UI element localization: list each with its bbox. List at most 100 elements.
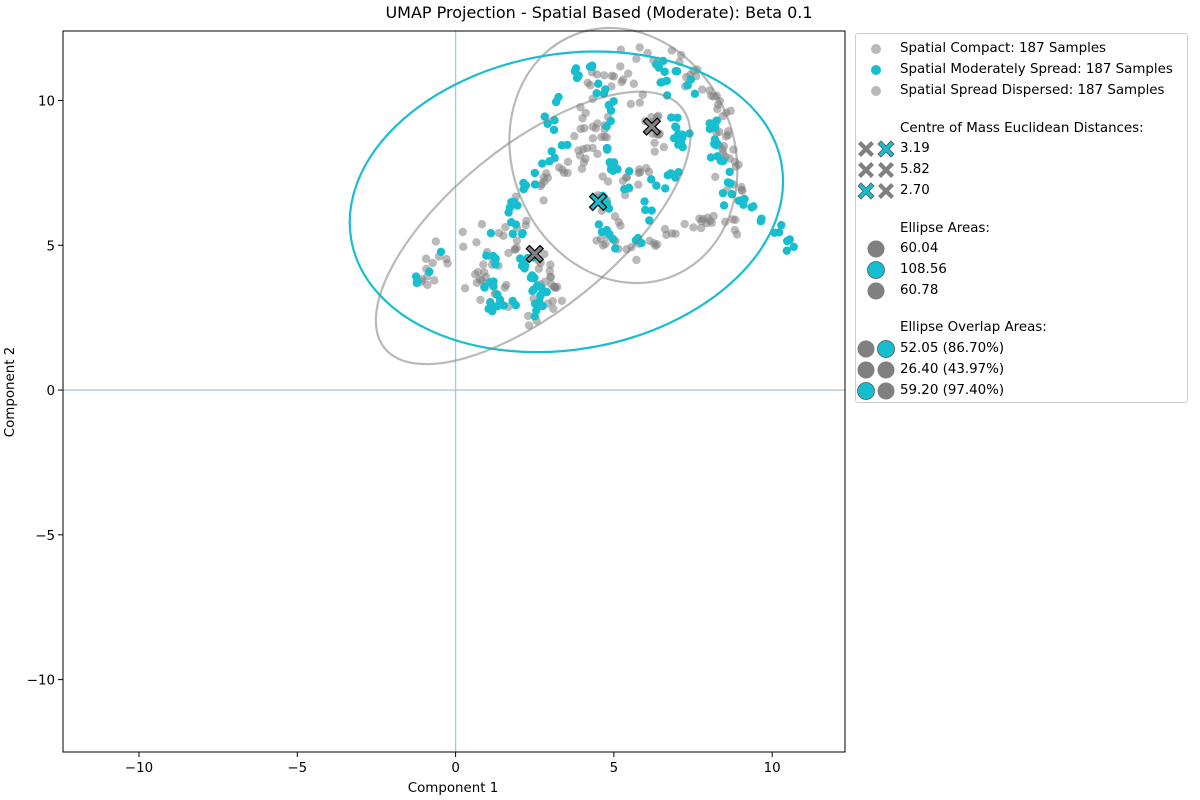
data-point	[592, 236, 601, 245]
centroid-marker-2	[525, 244, 545, 264]
data-point	[672, 67, 682, 76]
legend-distance-0-value: 3.19	[900, 141, 930, 156]
data-point	[480, 268, 489, 277]
data-point	[690, 89, 700, 99]
legend-distance-0: 3.19	[856, 139, 1186, 159]
data-point	[460, 284, 470, 293]
data-point	[601, 85, 610, 94]
data-point	[696, 223, 706, 233]
data-point	[650, 147, 659, 156]
data-point	[499, 301, 508, 310]
data-point	[488, 251, 498, 261]
data-point	[647, 206, 656, 215]
data-point	[486, 228, 496, 238]
legend-overlap-2-value: 59.20 (97.40%)	[900, 383, 1005, 398]
data-point	[713, 152, 722, 161]
data-point	[480, 283, 489, 292]
data-point	[549, 125, 559, 135]
data-point	[634, 180, 643, 189]
data-point	[587, 61, 597, 70]
data-point	[536, 291, 545, 300]
data-point	[671, 173, 680, 182]
data-point	[689, 223, 698, 232]
data-point	[554, 163, 564, 172]
data-point	[557, 296, 567, 306]
data-point	[511, 245, 520, 254]
centroid-marker-0	[642, 117, 662, 136]
data-point	[588, 143, 597, 153]
data-point	[683, 81, 692, 90]
legend-distance-1: 5.82	[856, 160, 1186, 180]
data-point	[537, 283, 546, 293]
legend-overlap-0-value: 52.05 (86.70%)	[900, 341, 1005, 356]
data-point	[594, 220, 604, 229]
data-point	[731, 215, 740, 225]
y-axis-label: Component 2	[3, 347, 18, 438]
y-tick-label: 0	[46, 384, 55, 399]
data-point	[641, 205, 650, 215]
data-point	[578, 114, 587, 123]
legend-overlap-1: 26.40 (43.97%)	[856, 360, 1186, 380]
data-point	[546, 260, 555, 269]
data-point	[547, 280, 556, 289]
data-point	[713, 104, 722, 114]
data-point	[652, 240, 662, 249]
data-point	[470, 270, 480, 279]
data-point	[570, 131, 579, 141]
legend-marker-dispersed	[871, 86, 881, 96]
plot-frame	[62, 30, 846, 753]
x-tick-label: −10	[125, 761, 153, 776]
data-point	[650, 138, 659, 148]
data-point	[588, 134, 598, 143]
data-point	[652, 181, 661, 190]
legend-area-0: 60.04	[856, 239, 1186, 259]
data-point	[546, 272, 556, 282]
data-point	[678, 142, 687, 152]
data-point	[616, 62, 625, 71]
data-point	[607, 71, 617, 81]
legend-area-1-glyph	[867, 261, 885, 279]
data-point	[647, 175, 656, 184]
data-point	[532, 306, 541, 315]
data-point	[600, 132, 609, 141]
data-point	[640, 197, 649, 206]
centroid-marker-1	[588, 192, 608, 212]
legend-label-compact: Spatial Compact: 187 Samples	[900, 41, 1107, 56]
data-point	[521, 221, 530, 230]
data-point	[623, 69, 633, 78]
data-point	[526, 273, 536, 282]
data-point	[540, 249, 549, 259]
data-point	[645, 236, 654, 246]
data-point	[661, 184, 670, 193]
data-point	[662, 76, 672, 85]
data-point	[606, 106, 616, 115]
legend-label-moderate: Spatial Moderately Spread: 187 Samples	[900, 62, 1173, 77]
data-point	[671, 229, 680, 239]
data-point	[618, 75, 628, 84]
data-point	[749, 202, 758, 211]
data-point	[493, 290, 502, 299]
data-point	[581, 154, 590, 163]
data-point	[412, 278, 422, 288]
data-point	[484, 304, 493, 313]
legend-distances-title: Centre of Mass Euclidean Distances:	[900, 121, 1144, 136]
legend-overlap-2: 59.20 (97.40%)	[856, 381, 1186, 401]
legend-area-2: 60.78	[856, 281, 1186, 301]
data-point	[563, 140, 572, 150]
legend-marker-compact	[871, 44, 881, 54]
data-point	[721, 132, 731, 141]
data-point	[511, 301, 520, 310]
plot-area: −10 −5 0 5 10 −10 −5 0 5 10	[27, 26, 846, 776]
x-tick-label: 0	[451, 761, 460, 776]
data-point	[674, 129, 683, 139]
data-point	[602, 143, 612, 153]
chart-title: UMAP Projection - Spatial Based (Moderat…	[385, 3, 812, 22]
data-point	[539, 173, 548, 182]
legend-entry-compact: Spatial Compact: 187 Samples	[856, 39, 1186, 59]
data-point	[539, 196, 548, 205]
data-point	[517, 229, 527, 239]
data-point	[616, 221, 625, 230]
data-point	[663, 171, 672, 180]
confidence-ellipse-0	[508, 26, 739, 285]
